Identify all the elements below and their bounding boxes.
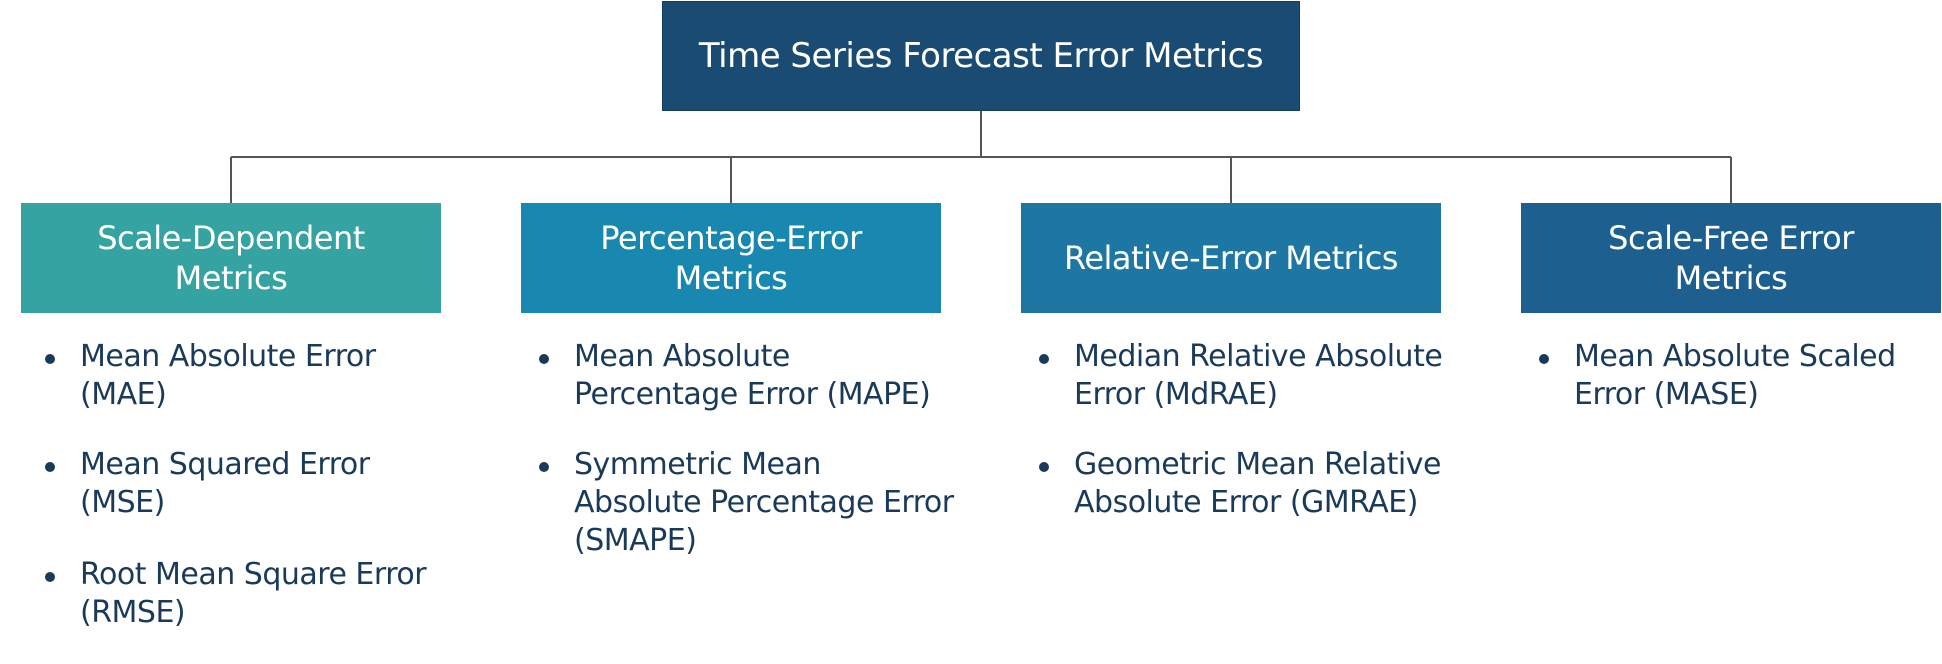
category-relative-error: Relative-Error Metrics bbox=[1021, 203, 1441, 313]
metric-item: Geometric Mean Relative Absolute Error (… bbox=[1015, 446, 1455, 522]
category-title-line: Metrics bbox=[674, 259, 788, 297]
metric-item: Median Relative Absolute Error (MdRAE) bbox=[1015, 338, 1455, 414]
category-title-line: Metrics bbox=[174, 259, 288, 297]
category-title-line: Scale-Dependent bbox=[97, 219, 365, 257]
metric-list-relative-error: Median Relative Absolute Error (MdRAE) G… bbox=[1015, 338, 1455, 554]
category-title-line: Scale-Free Error bbox=[1608, 219, 1854, 257]
category-scale-free: Scale-Free Error Metrics bbox=[1521, 203, 1941, 313]
category-scale-dependent: Scale-Dependent Metrics bbox=[21, 203, 441, 313]
root-title: Time Series Forecast Error Metrics bbox=[698, 36, 1264, 76]
metric-item: Mean Absolute Scaled Error (MASE) bbox=[1515, 338, 1935, 414]
metric-item: Mean Squared Error (MSE) bbox=[21, 446, 461, 522]
connector-lines bbox=[230, 111, 1732, 203]
metric-item: Mean Absolute Percentage Error (MAPE) bbox=[515, 338, 955, 414]
metric-list-percentage-error: Mean Absolute Percentage Error (MAPE) Sy… bbox=[515, 338, 955, 592]
metric-item: Mean Absolute Error (MAE) bbox=[21, 338, 461, 414]
category-title-line: Metrics bbox=[1674, 259, 1788, 297]
metric-item: Symmetric Mean Absolute Percentage Error… bbox=[515, 446, 955, 560]
category-title-line: Relative-Error Metrics bbox=[1064, 239, 1398, 277]
metric-list-scale-free: Mean Absolute Scaled Error (MASE) bbox=[1515, 338, 1935, 446]
metric-list-scale-dependent: Mean Absolute Error (MAE) Mean Squared E… bbox=[21, 338, 461, 664]
category-title-line: Percentage-Error bbox=[600, 219, 862, 257]
root-node: Time Series Forecast Error Metrics bbox=[662, 1, 1300, 111]
metric-item: Root Mean Square Error (RMSE) bbox=[21, 556, 461, 632]
category-percentage-error: Percentage-Error Metrics bbox=[521, 203, 941, 313]
